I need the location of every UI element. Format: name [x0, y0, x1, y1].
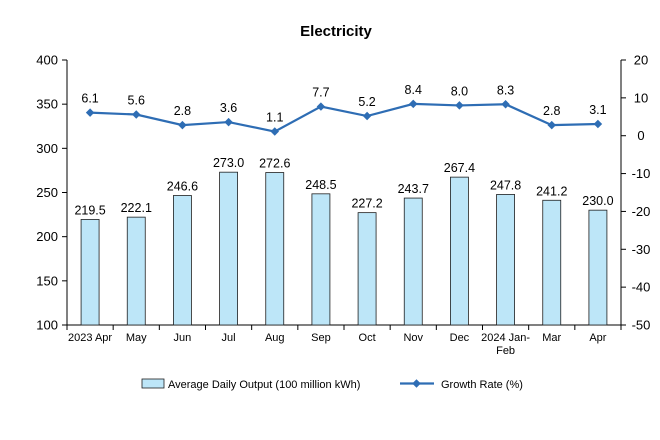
left-tick-label: 350 [36, 97, 58, 112]
bar-data-label: 230.0 [582, 194, 613, 208]
x-tick-label: Oct [359, 332, 376, 344]
x-tick-label: Feb [496, 345, 515, 357]
bar-data-label: 248.5 [305, 178, 336, 192]
line-data-label: 5.2 [358, 95, 375, 109]
bar-data-label: 272.6 [259, 157, 290, 171]
bar [403, 197, 423, 326]
x-tick-label: Aug [265, 332, 285, 344]
left-tick-label: 200 [36, 229, 58, 244]
bar [219, 171, 238, 326]
line-point [593, 119, 603, 129]
x-tick-label: Mar [542, 332, 561, 344]
left-tick-label: 250 [36, 185, 58, 200]
x-tick-label: Dec [450, 332, 470, 344]
bar-data-label: 241.2 [536, 184, 567, 198]
line-point [316, 102, 326, 111]
line-point [270, 127, 279, 136]
right-tick-label: -10 [632, 166, 651, 181]
line-point [224, 117, 233, 127]
line-data-label: 5.6 [128, 94, 145, 108]
line-point [547, 120, 556, 130]
line-data-label: 3.6 [220, 101, 237, 115]
x-tick-label: Sep [311, 332, 331, 344]
left-tick-label: 150 [36, 273, 58, 288]
legend-label-growth: Growth Rate (%) [441, 379, 523, 391]
line-point [178, 120, 187, 130]
bar-data-label: 246.6 [167, 180, 198, 194]
bar-data-label: 243.7 [398, 182, 429, 196]
bar [265, 172, 285, 326]
bar [542, 199, 562, 326]
left-tick-label: 300 [36, 141, 58, 156]
bar [496, 194, 515, 326]
right-tick-label: -50 [632, 318, 651, 333]
right-tick-label: 20 [634, 53, 648, 68]
right-tick-label: 0 [637, 128, 644, 143]
line-data-label: 7.7 [312, 86, 329, 100]
right-tick-label: -30 [632, 242, 651, 257]
x-tick-label: 2023 Apr [68, 332, 112, 344]
legend-label-output: Average Daily Output (100 million kWh) [168, 379, 360, 391]
line-point [132, 110, 141, 119]
bar [588, 209, 608, 326]
line-data-label: 8.4 [405, 83, 422, 97]
line-data-label: 6.1 [81, 92, 98, 106]
bar [173, 195, 192, 326]
line-point [85, 108, 95, 117]
line-point [362, 111, 372, 121]
bar [357, 212, 377, 326]
bar [450, 176, 469, 326]
bar [311, 193, 331, 326]
line-point [409, 99, 418, 109]
legend-swatch-marker [412, 379, 421, 388]
line-data-label: 3.1 [589, 103, 606, 117]
line-data-label: 2.8 [174, 104, 191, 118]
bar-data-label: 273.0 [213, 156, 244, 170]
left-tick-label: 100 [36, 318, 58, 333]
x-tick-label: Jul [222, 332, 236, 344]
line-data-label: 1.1 [266, 111, 283, 125]
chart-title: Electricity [300, 23, 372, 40]
line-point [501, 100, 510, 109]
x-tick-label: Jun [174, 332, 192, 344]
line-data-label: 2.8 [543, 104, 560, 118]
x-tick-label: 2024 Jan- [481, 332, 530, 344]
bar-data-label: 227.2 [351, 197, 382, 211]
bar-data-label: 267.4 [444, 161, 475, 175]
line-data-label: 8.3 [497, 83, 514, 97]
bar [80, 219, 100, 326]
bar-data-label: 219.5 [74, 203, 105, 217]
right-tick-label: 10 [634, 90, 648, 105]
line-point [455, 101, 464, 110]
legend: Average Daily Output (100 million kWh) G… [141, 378, 523, 391]
legend-swatch-bar [141, 378, 165, 389]
bar-data-label: 222.1 [121, 201, 152, 215]
line-data-label: 8.0 [451, 84, 468, 98]
bar-data-label: 247.8 [490, 178, 521, 192]
right-tick-label: -20 [632, 204, 651, 219]
right-tick-label: -40 [632, 280, 651, 295]
bar [126, 216, 146, 326]
plot-area: 100 150 200 250 300 350 400 -50 -40 -30 -20 -10 0 10 2… [36, 53, 650, 358]
growth-rate-line [90, 102, 598, 133]
x-tick-label: May [126, 332, 147, 344]
left-tick-label: 400 [36, 53, 58, 68]
x-tick-label: Apr [589, 332, 606, 344]
x-tick-label: Nov [403, 332, 423, 344]
